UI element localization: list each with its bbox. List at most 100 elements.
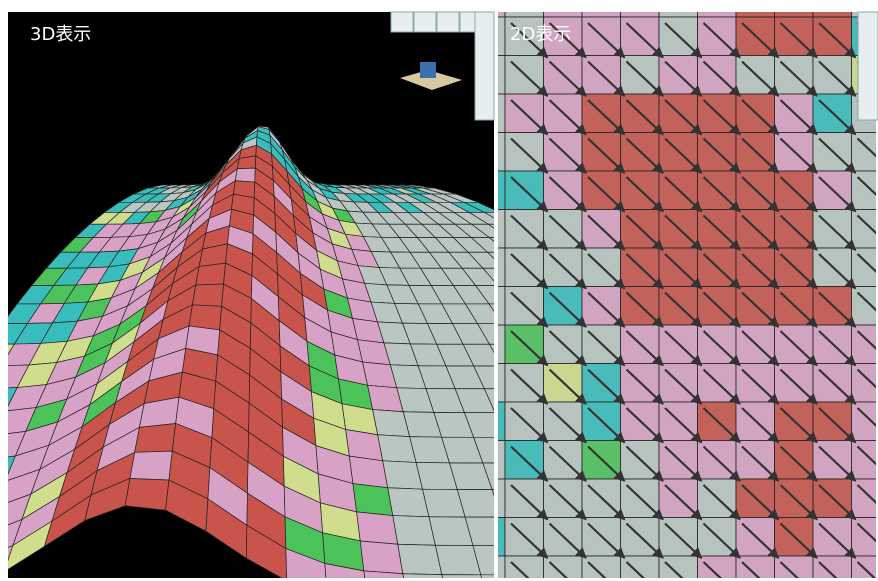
mesh-face — [454, 388, 494, 413]
mesh-face — [285, 548, 327, 578]
flow-arrow — [625, 368, 664, 405]
map-cell — [851, 478, 876, 518]
tool-button[interactable] — [413, 11, 437, 33]
tool-button[interactable] — [436, 11, 460, 33]
map-cell — [851, 324, 876, 364]
mesh-face — [462, 343, 494, 367]
flow-arrow — [702, 561, 723, 578]
flow-arrow — [741, 253, 780, 290]
mesh-face — [482, 462, 494, 490]
map-cell — [851, 209, 876, 249]
flow-arrow — [741, 407, 780, 444]
flow-arrow — [548, 291, 587, 328]
mesh-face — [402, 573, 443, 578]
flow-arrow — [664, 484, 703, 521]
flow-arrow — [664, 22, 703, 59]
flow-arrow — [741, 484, 780, 521]
flow-arrow — [702, 330, 741, 367]
map-cell — [581, 555, 621, 578]
toolbar-3d — [390, 11, 495, 121]
flow-arrow — [818, 253, 857, 290]
map-cell — [851, 170, 876, 210]
flow-arrow — [510, 176, 549, 213]
mesh-face — [387, 487, 430, 518]
map-cell — [774, 12, 814, 18]
map-cell — [658, 12, 698, 18]
mesh-face — [474, 285, 494, 305]
flow-arrow — [856, 407, 876, 427]
flow-arrow — [510, 561, 530, 578]
mesh-face — [464, 516, 494, 546]
flow-arrow — [625, 484, 664, 521]
flow-arrow — [510, 445, 549, 482]
flow-arrow — [664, 368, 703, 405]
flow-arrow — [818, 291, 857, 328]
flow-arrow — [587, 330, 626, 367]
flow-arrow — [779, 176, 818, 213]
flow-arrow — [818, 407, 857, 444]
flow-arrow — [856, 561, 876, 578]
flow-arrow — [702, 253, 741, 290]
side-toolbar[interactable] — [857, 11, 878, 121]
mesh-face — [356, 511, 399, 545]
flow-arrow — [625, 522, 664, 559]
map-cell — [812, 12, 852, 18]
mesh-face — [456, 489, 494, 518]
flow-arrow — [510, 99, 549, 136]
flow-arrow — [818, 22, 857, 59]
mesh-face — [488, 303, 494, 312]
map-cell — [620, 555, 660, 578]
flow-arrow — [548, 561, 569, 578]
flow-arrow — [664, 561, 684, 578]
mesh-face — [397, 543, 443, 575]
flow-arrow — [625, 445, 664, 482]
map-cell — [812, 555, 852, 578]
flow-arrow — [587, 445, 626, 482]
flow-arrow — [587, 253, 626, 290]
map-cell — [851, 363, 876, 403]
mesh-face — [470, 237, 494, 253]
flow-arrow — [548, 368, 587, 405]
flow-arrow — [856, 214, 876, 235]
flow-arrow — [664, 522, 703, 559]
flow-arrow — [664, 291, 703, 328]
map-cell — [851, 247, 876, 287]
flow-arrow — [702, 484, 741, 521]
flow-arrow — [741, 445, 780, 482]
flow-arrow — [779, 137, 818, 174]
flow-arrow — [548, 253, 587, 290]
flow-arrow — [702, 176, 741, 213]
mesh-face — [472, 545, 494, 576]
tool-button[interactable] — [390, 11, 414, 33]
flow-arrow — [779, 253, 818, 290]
mesh-face — [464, 303, 494, 324]
flow-arrow — [510, 137, 549, 174]
flow-arrow — [587, 60, 626, 97]
flow-arrow — [779, 368, 818, 405]
side-toolbar[interactable] — [474, 11, 495, 121]
flow-arrow — [702, 60, 741, 97]
flow-arrow — [548, 330, 587, 367]
map-cell — [851, 132, 876, 172]
flow-arrow — [818, 484, 857, 521]
flow-arrow — [779, 522, 818, 559]
flow-arrow — [779, 214, 818, 251]
flow-arrow — [779, 484, 818, 521]
mesh-face — [363, 570, 404, 578]
map-cell — [581, 12, 621, 18]
flow-arrow — [856, 368, 876, 389]
flow-arrow — [779, 330, 818, 367]
compass — [400, 70, 462, 90]
mesh-face — [473, 436, 494, 464]
flow-arrow — [818, 561, 838, 578]
flow-arrow — [664, 407, 703, 444]
mesh-face — [234, 167, 256, 183]
flow-arrow — [818, 522, 857, 559]
mesh-face — [491, 489, 494, 497]
flow-arrow — [548, 214, 587, 251]
mesh-face — [487, 223, 494, 229]
map-cell — [504, 555, 544, 578]
mesh-face — [192, 283, 224, 307]
mesh-face — [124, 478, 170, 511]
